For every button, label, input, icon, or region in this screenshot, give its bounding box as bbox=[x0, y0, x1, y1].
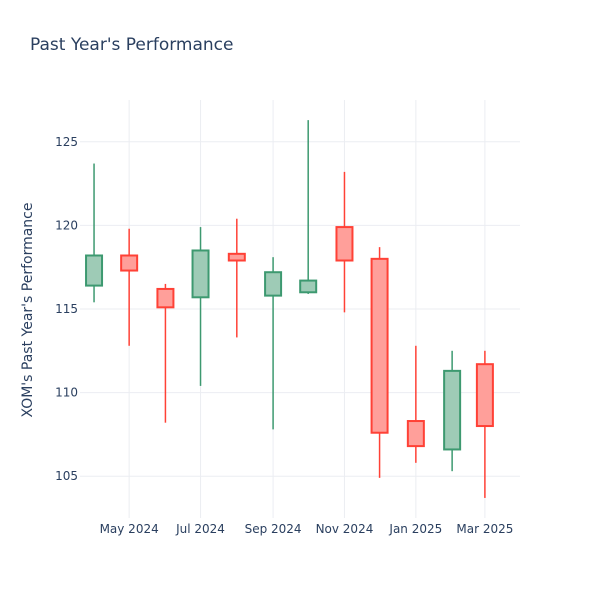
y-tick-label: 120 bbox=[55, 218, 78, 232]
candle-decreasing bbox=[120, 228, 139, 346]
candle-body bbox=[156, 287, 175, 309]
x-tick-label: Sep 2024 bbox=[245, 522, 302, 536]
candle-body bbox=[443, 369, 462, 451]
candle-decreasing bbox=[475, 350, 494, 498]
candle-body bbox=[475, 363, 494, 428]
candle-body bbox=[370, 257, 389, 434]
candle-increasing bbox=[443, 350, 462, 472]
candle-decreasing bbox=[370, 247, 389, 478]
candle-decreasing bbox=[406, 345, 425, 463]
candle-decreasing bbox=[156, 283, 175, 423]
x-tick-label: Jan 2025 bbox=[388, 522, 442, 536]
x-tick-label: Jul 2024 bbox=[175, 522, 225, 536]
y-axis-label: XOM's Past Year's Performance bbox=[20, 203, 36, 418]
y-tick-label: 125 bbox=[55, 135, 78, 149]
x-tick-label: Nov 2024 bbox=[316, 522, 374, 536]
candle-body bbox=[264, 271, 283, 297]
x-tick-label: May 2024 bbox=[100, 522, 159, 536]
candle-increasing bbox=[264, 257, 283, 430]
candle-body bbox=[406, 420, 425, 448]
y-tick-label: 110 bbox=[55, 386, 78, 400]
candle-decreasing bbox=[335, 171, 354, 313]
chart-title: Past Year's Performance bbox=[30, 35, 234, 55]
candle-increasing bbox=[299, 120, 318, 294]
candle-body bbox=[191, 249, 210, 299]
axis-ticks: 105 110 115 120 125 May 2024 Jul 2024 Sep 2024 N… bbox=[55, 135, 513, 536]
candle-body bbox=[85, 254, 104, 287]
candle-increasing bbox=[85, 163, 104, 303]
x-tick-label: Mar 2025 bbox=[456, 522, 513, 536]
candles bbox=[85, 120, 494, 498]
gridlines bbox=[80, 100, 520, 518]
y-tick-label: 115 bbox=[55, 302, 78, 316]
candle-body bbox=[120, 254, 139, 272]
y-tick-label: 105 bbox=[55, 469, 78, 483]
candle-increasing bbox=[191, 227, 210, 386]
candle-body bbox=[299, 279, 318, 294]
candle-body bbox=[227, 252, 246, 262]
candle-body bbox=[335, 226, 354, 262]
candle-decreasing bbox=[227, 218, 246, 338]
